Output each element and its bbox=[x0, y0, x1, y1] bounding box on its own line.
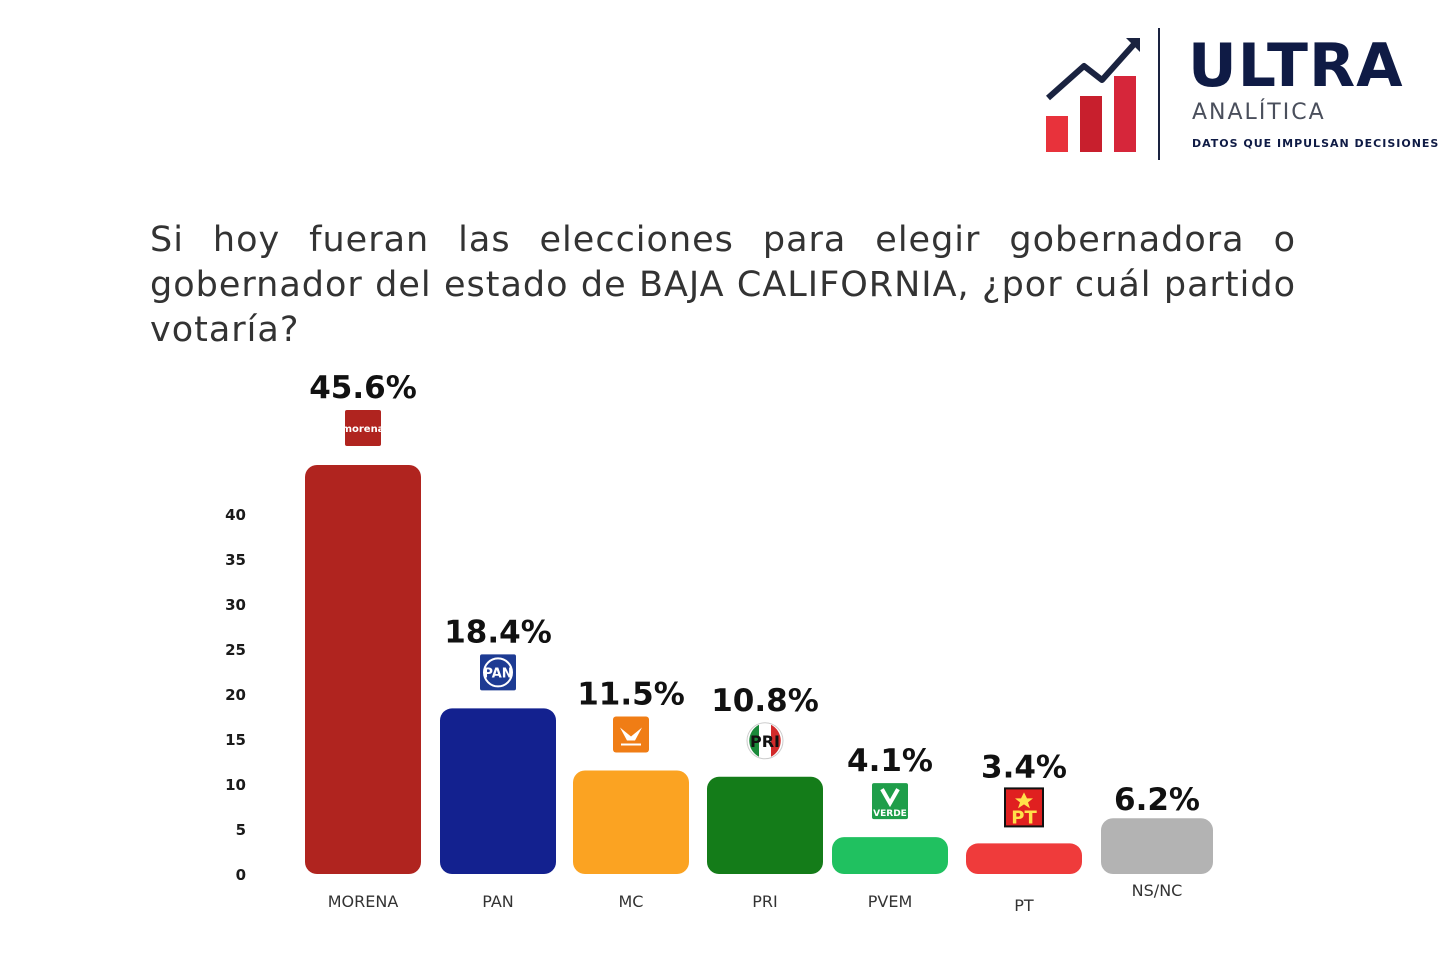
x-tick-label: MORENA bbox=[328, 892, 399, 911]
data-label: 6.2% bbox=[1114, 782, 1200, 818]
brand-logo-graphic bbox=[1046, 38, 1140, 152]
logo-lettering: PRI bbox=[750, 732, 780, 751]
party-logo-pt: PT bbox=[1004, 787, 1044, 828]
party-logo-pan: PAN bbox=[480, 654, 516, 691]
party-logo-morena: morena bbox=[342, 410, 385, 446]
brand-subtitle: ANALÍTICA bbox=[1192, 100, 1326, 125]
brand-trend-arrow bbox=[1046, 39, 1139, 101]
brand-bar-2 bbox=[1080, 96, 1102, 152]
logo-lettering: VERDE bbox=[873, 809, 907, 819]
data-label: 4.1% bbox=[847, 743, 933, 779]
party-logo-pri: PRI bbox=[746, 722, 784, 760]
bar-pri bbox=[707, 776, 823, 874]
data-label: 11.5% bbox=[577, 677, 685, 713]
data-label: 3.4% bbox=[981, 749, 1067, 785]
bar-mc bbox=[573, 770, 689, 874]
y-tick-label: 5 bbox=[236, 821, 246, 839]
logo-lettering: morena bbox=[342, 424, 385, 435]
party-logo-pvem: VERDE bbox=[872, 783, 908, 820]
y-tick-label: 15 bbox=[225, 731, 246, 749]
data-label: 45.6% bbox=[309, 370, 417, 406]
brand-divider bbox=[1158, 28, 1160, 160]
logo-lettering: PAN bbox=[483, 666, 512, 681]
data-label: 18.4% bbox=[444, 614, 552, 650]
brand-name: ULTRA bbox=[1188, 31, 1404, 101]
data-label: 10.8% bbox=[711, 683, 819, 719]
party-logo-mc bbox=[613, 716, 649, 753]
bar-morena bbox=[305, 465, 421, 874]
x-tick-label: PT bbox=[1014, 896, 1034, 915]
y-tick-label: 10 bbox=[225, 776, 246, 794]
x-tick-label: PAN bbox=[482, 892, 514, 911]
x-tick-label: MC bbox=[619, 892, 644, 911]
bar-pan bbox=[440, 708, 556, 874]
bar-pvem bbox=[832, 837, 948, 874]
survey-question: Si hoy fueran las elecciones para elegir… bbox=[150, 220, 1296, 350]
x-tick-label: NS/NC bbox=[1132, 881, 1183, 900]
brand-bar-1 bbox=[1046, 116, 1068, 152]
y-tick-label: 30 bbox=[225, 596, 246, 614]
brand-tagline: DATOS QUE IMPULSAN DECISIONES bbox=[1192, 137, 1440, 150]
bar-nsnc bbox=[1101, 818, 1213, 874]
y-tick-label: 20 bbox=[225, 686, 246, 704]
bar-pt bbox=[966, 843, 1082, 874]
y-tick-label: 25 bbox=[225, 641, 246, 659]
logo-lettering: PT bbox=[1011, 807, 1037, 828]
y-tick-label: 40 bbox=[225, 506, 246, 524]
y-tick-label: 0 bbox=[236, 866, 246, 884]
brand-arrow-head bbox=[1126, 38, 1140, 52]
y-tick-label: 35 bbox=[225, 551, 246, 569]
x-tick-label: PRI bbox=[752, 892, 777, 911]
brand-bar-3 bbox=[1114, 76, 1136, 152]
x-tick-label: PVEM bbox=[868, 892, 913, 911]
